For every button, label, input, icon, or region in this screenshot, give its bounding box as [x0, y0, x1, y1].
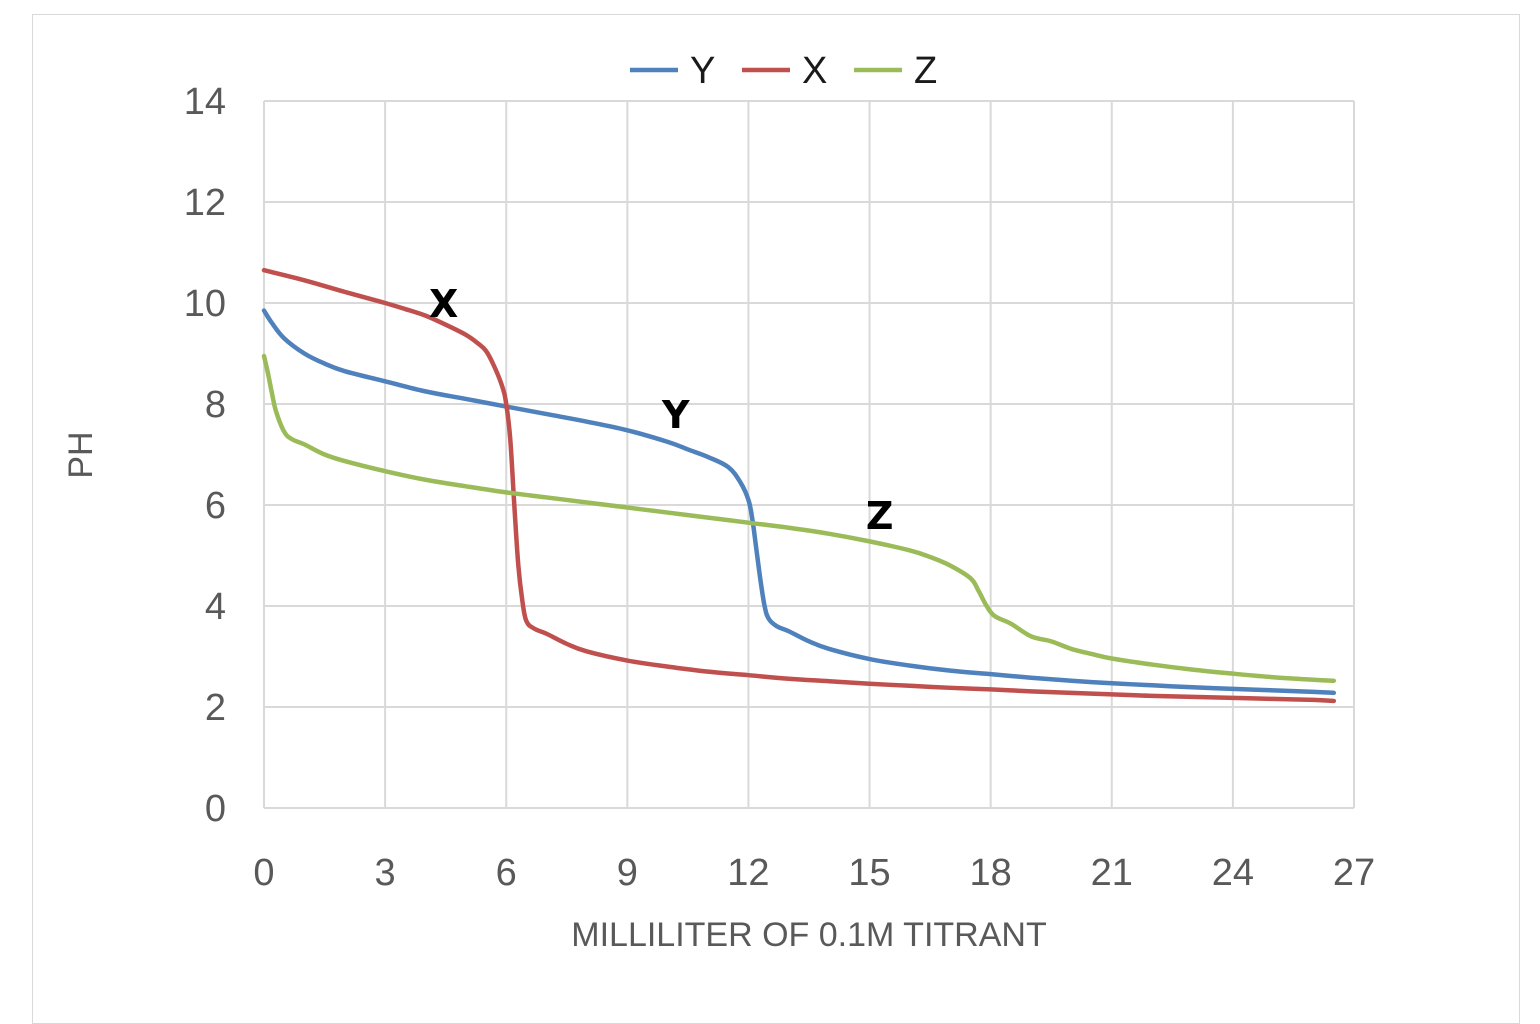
y-tick-label: 12 [184, 182, 226, 224]
legend-label-x: X [802, 50, 827, 92]
y-tick-label: 14 [184, 81, 226, 123]
series-lines [261, 267, 1337, 704]
y-tick-label: 4 [205, 586, 226, 628]
legend-label-y: Y [690, 50, 715, 92]
x-axis-title: MILLILITER OF 0.1M TITRANT [571, 916, 1046, 954]
x-tick-label: 24 [1212, 852, 1254, 894]
series-line-x [261, 267, 1337, 704]
x-tick-label: 12 [727, 852, 769, 894]
x-tick-label: 15 [848, 852, 890, 894]
series-line-z [261, 353, 1337, 683]
x-tick-label: 21 [1091, 852, 1133, 894]
annotation-x: X [429, 282, 458, 326]
series-line-y [261, 308, 1337, 696]
x-tick-label: 3 [375, 852, 396, 894]
y-tick-label: 10 [184, 283, 226, 325]
annotation-z: Z [866, 494, 894, 538]
y-tick-label: 0 [205, 788, 226, 830]
y-tick-label: 8 [205, 384, 226, 426]
x-tick-label: 6 [496, 852, 517, 894]
grid [263, 100, 1355, 809]
chart-frame [32, 14, 1520, 1024]
x-tick-label: 0 [253, 852, 274, 894]
legend-label-z: Z [914, 50, 937, 92]
x-tick-label: 27 [1333, 852, 1375, 894]
y-tick-label: 2 [205, 687, 226, 729]
y-tick-label: 6 [205, 485, 226, 527]
x-tick-label: 9 [617, 852, 638, 894]
annotation-y: Y [661, 393, 690, 437]
y-axis-title: PH [62, 431, 100, 478]
annotations: X Y Z [429, 282, 893, 538]
x-tick-label: 18 [970, 852, 1012, 894]
